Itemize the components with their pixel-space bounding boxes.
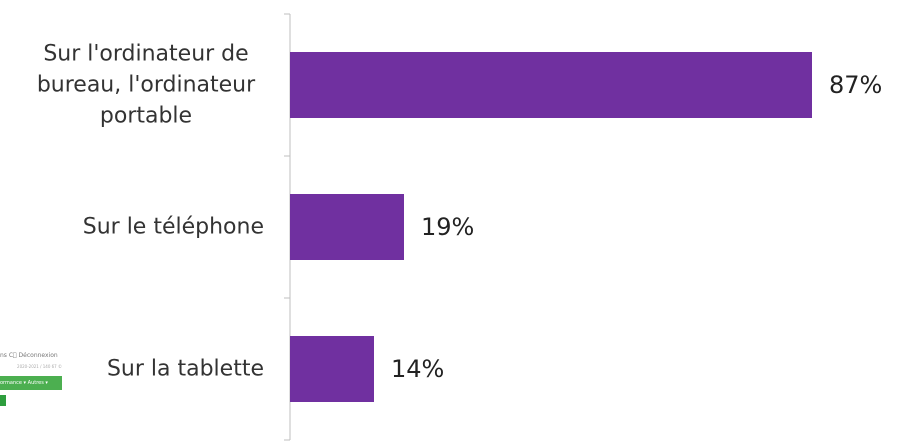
thumbnail-green-menu: ormance ▾ Autres ▾ [0, 376, 62, 390]
value-labels: 87% 19% 14% [391, 71, 882, 383]
thumbnail-green-button [0, 395, 6, 406]
category-label: Sur l'ordinateur de [43, 42, 248, 67]
thumbnail-subtext: 2020-2021 / 140 67 © [17, 364, 62, 369]
bars-layer [290, 52, 812, 402]
value-label: 87% [829, 71, 882, 99]
bar [290, 194, 404, 260]
bar [290, 336, 374, 402]
value-label: 14% [391, 355, 444, 383]
embedded-screenshot-fragment: ns C⃝ Déconnexion 2020-2021 / 140 67 © o… [0, 338, 62, 413]
category-label: bureau, l'ordinateur [37, 73, 256, 98]
category-label: Sur la tablette [107, 357, 264, 382]
category-label: portable [100, 104, 192, 129]
category-labels: Sur l'ordinateur de bureau, l'ordinateur p… [37, 42, 264, 382]
bar [290, 52, 812, 118]
thumbnail-header-text: ns C⃝ Déconnexion [0, 352, 58, 359]
value-label: 19% [421, 213, 474, 241]
axis-layer [284, 13, 291, 441]
category-label: Sur le téléphone [83, 215, 264, 240]
